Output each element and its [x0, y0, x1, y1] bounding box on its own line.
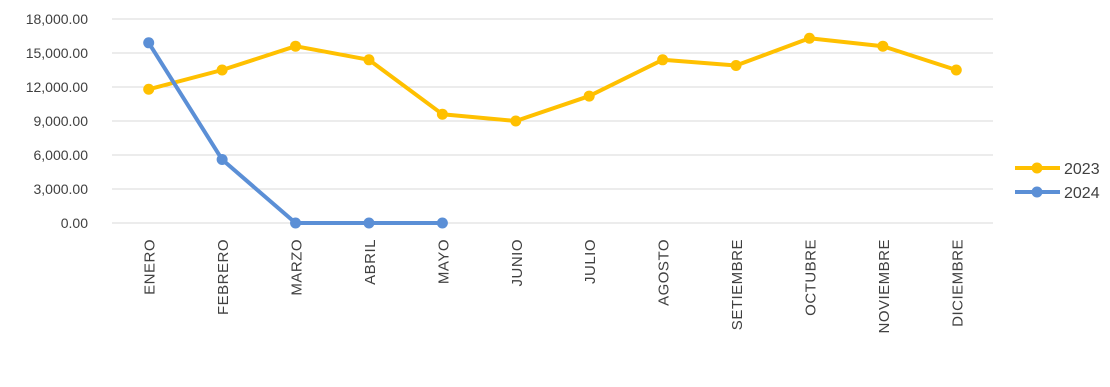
y-tick-label: 9,000.00 — [34, 113, 89, 129]
legend-label: 2023 — [1064, 161, 1100, 178]
x-tick-label: MARZO — [289, 239, 306, 296]
data-point-2023 — [216, 64, 228, 76]
data-point-2023 — [436, 108, 448, 120]
x-tick-label: NOVIEMBRE — [876, 239, 893, 334]
x-axis-ticks: ENERO FEBRERO MARZO ABRIL MAYO JUNIO JULIO AGOS… — [142, 239, 967, 334]
series-line-2023 — [146, 36, 959, 123]
x-tick-label: ENERO — [142, 239, 159, 295]
series-line-2024 — [146, 40, 445, 225]
x-tick-label: DICIEMBRE — [949, 239, 966, 327]
x-tick-label: JULIO — [582, 239, 599, 284]
y-tick-label: 15,000.00 — [26, 45, 88, 61]
x-tick-label: FEBRERO — [215, 239, 232, 315]
legend-swatch-marker — [1031, 162, 1043, 174]
data-point-2024 — [290, 217, 302, 229]
data-point-2023 — [510, 115, 522, 127]
data-point-2023 — [877, 40, 889, 52]
data-point-2023 — [363, 54, 375, 66]
y-tick-label: 0.00 — [61, 215, 88, 231]
data-point-2024 — [436, 217, 448, 229]
data-point-2023 — [730, 59, 742, 71]
data-point-2023 — [143, 83, 155, 95]
data-point-2023 — [290, 40, 302, 52]
y-tick-label: 18,000.00 — [26, 11, 88, 27]
data-point-2023 — [803, 32, 815, 44]
gridlines — [112, 18, 993, 224]
x-tick-label: AGOSTO — [656, 239, 673, 306]
data-point-2023 — [657, 54, 669, 66]
x-tick-label: ABRIL — [362, 239, 379, 285]
series-lines — [143, 32, 962, 229]
data-point-2023 — [950, 64, 962, 76]
y-tick-label: 6,000.00 — [34, 147, 89, 163]
legend: 2023 2024 — [1015, 161, 1100, 202]
data-point-2024 — [363, 217, 375, 229]
data-point-2024 — [143, 37, 155, 49]
data-point-2024 — [216, 154, 228, 166]
legend-swatch-marker — [1031, 186, 1043, 198]
y-tick-label: 12,000.00 — [26, 79, 88, 95]
data-point-2023 — [583, 90, 595, 102]
y-tick-label: 3,000.00 — [34, 181, 89, 197]
x-tick-label: SETIEMBRE — [729, 239, 746, 330]
x-tick-label: OCTUBRE — [802, 239, 819, 316]
legend-label: 2024 — [1064, 185, 1100, 202]
x-tick-label: MAYO — [435, 239, 452, 284]
y-axis-ticks: 0.00 3,000.00 6,000.00 9,000.00 12,000.00 15,… — [26, 11, 89, 231]
x-tick-label: JUNIO — [509, 239, 526, 287]
